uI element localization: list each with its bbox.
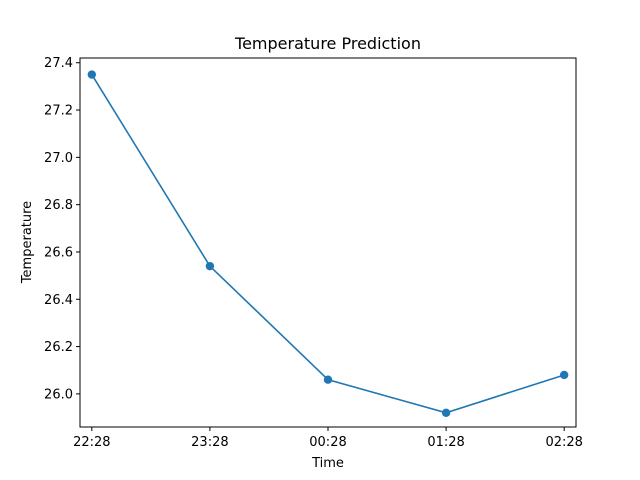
data-point [323,375,333,384]
y-tick-label: 26.4 [44,293,73,308]
y-axis-title: Temperature [20,201,35,284]
y-tick-label: 27.4 [44,56,73,71]
y-tick-label: 26.8 [44,198,73,213]
plot-area [80,58,576,427]
chart-title: Temperature Prediction [234,34,421,53]
series-layer [87,70,569,418]
y-tick-label: 26.0 [44,387,73,402]
data-point [559,370,569,380]
y-tick-label: 26.2 [44,340,73,355]
x-axis-title: Time [311,456,344,471]
x-tick-label: 00:28 [309,435,346,450]
data-point [441,408,451,418]
y-tick-label: 27.0 [44,151,73,166]
data-point [205,261,215,271]
data-point [87,70,97,79]
y-tick-label: 27.2 [44,104,73,119]
x-tick-label: 01:28 [427,435,464,450]
x-axis: 22:28 23:28 00:28 01:28 02:28 [73,427,583,450]
x-tick-label: 23:28 [191,435,228,450]
x-tick-label: 02:28 [545,435,582,450]
x-tick-label: 22:28 [73,435,110,450]
y-tick-label: 26.6 [44,245,73,260]
y-axis: 26.0 26.2 26.4 26.6 26.8 27.0 27.2 27.4 [44,56,80,402]
